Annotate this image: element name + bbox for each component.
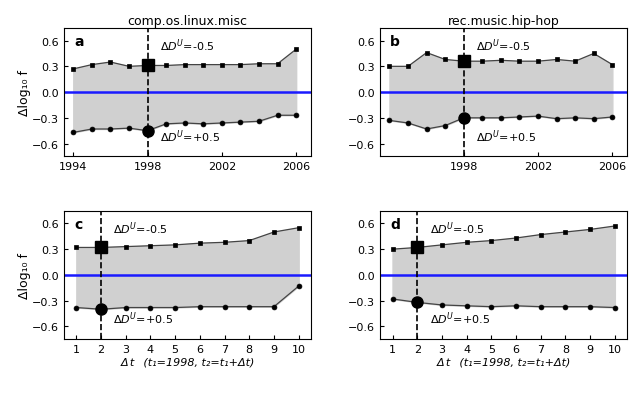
Text: d: d — [390, 218, 400, 231]
Text: b: b — [390, 35, 400, 49]
Text: $\Delta D^U$=+0.5: $\Delta D^U$=+0.5 — [160, 128, 220, 144]
Text: a: a — [74, 35, 83, 49]
Y-axis label: Δlog₁₀ f: Δlog₁₀ f — [18, 70, 31, 116]
Title: comp.os.linux.misc: comp.os.linux.misc — [127, 14, 248, 27]
Text: $\Delta D^U$=+0.5: $\Delta D^U$=+0.5 — [113, 310, 173, 327]
Text: $\Delta D^U$=-0.5: $\Delta D^U$=-0.5 — [476, 38, 531, 54]
Text: $\Delta D^U$=-0.5: $\Delta D^U$=-0.5 — [113, 220, 168, 236]
Text: $\Delta D^U$=+0.5: $\Delta D^U$=+0.5 — [476, 128, 536, 144]
Text: $\Delta D^U$=-0.5: $\Delta D^U$=-0.5 — [160, 38, 215, 54]
Text: c: c — [74, 218, 82, 231]
Text: $\Delta D^U$=-0.5: $\Delta D^U$=-0.5 — [429, 220, 484, 236]
Text: $\Delta D^U$=+0.5: $\Delta D^U$=+0.5 — [429, 310, 490, 327]
X-axis label: Δ t  (t₁=1998, t₂=t₁+Δt): Δ t (t₁=1998, t₂=t₁+Δt) — [436, 357, 571, 367]
X-axis label: Δ t  (t₁=1998, t₂=t₁+Δt): Δ t (t₁=1998, t₂=t₁+Δt) — [120, 357, 255, 367]
Y-axis label: Δlog₁₀ f: Δlog₁₀ f — [18, 252, 31, 298]
Title: rec.music.hip-hop: rec.music.hip-hop — [448, 14, 559, 27]
